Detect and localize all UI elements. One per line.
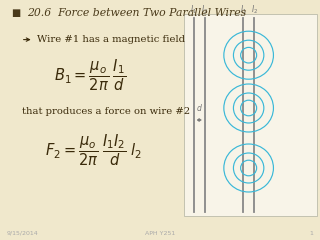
Text: $I_2$: $I_2$ — [201, 3, 208, 16]
Text: $B_1 = \dfrac{\mu_o}{2\pi}\;\dfrac{I_1}{d}$: $B_1 = \dfrac{\mu_o}{2\pi}\;\dfrac{I_1}{… — [54, 58, 126, 93]
Text: 9/15/2014: 9/15/2014 — [6, 231, 38, 236]
Text: APH Y251: APH Y251 — [145, 231, 175, 236]
Text: 1: 1 — [310, 231, 314, 236]
FancyBboxPatch shape — [184, 14, 317, 216]
Text: $F_2 = \dfrac{\mu_o}{2\pi}\;\dfrac{I_1 I_2}{d}\; l_2$: $F_2 = \dfrac{\mu_o}{2\pi}\;\dfrac{I_1 I… — [45, 132, 142, 168]
Text: $I_1$: $I_1$ — [240, 3, 247, 16]
Text: Wire #1 has a magnetic field: Wire #1 has a magnetic field — [37, 35, 185, 44]
Text: 20.6  Force between Two Parallel Wires: 20.6 Force between Two Parallel Wires — [27, 8, 246, 18]
Text: $I_1$: $I_1$ — [190, 3, 197, 16]
Text: that produces a force on wire #2: that produces a force on wire #2 — [22, 107, 190, 116]
Text: ■: ■ — [11, 8, 20, 18]
Text: $d$: $d$ — [196, 102, 203, 113]
Text: $I_2$: $I_2$ — [251, 3, 258, 16]
